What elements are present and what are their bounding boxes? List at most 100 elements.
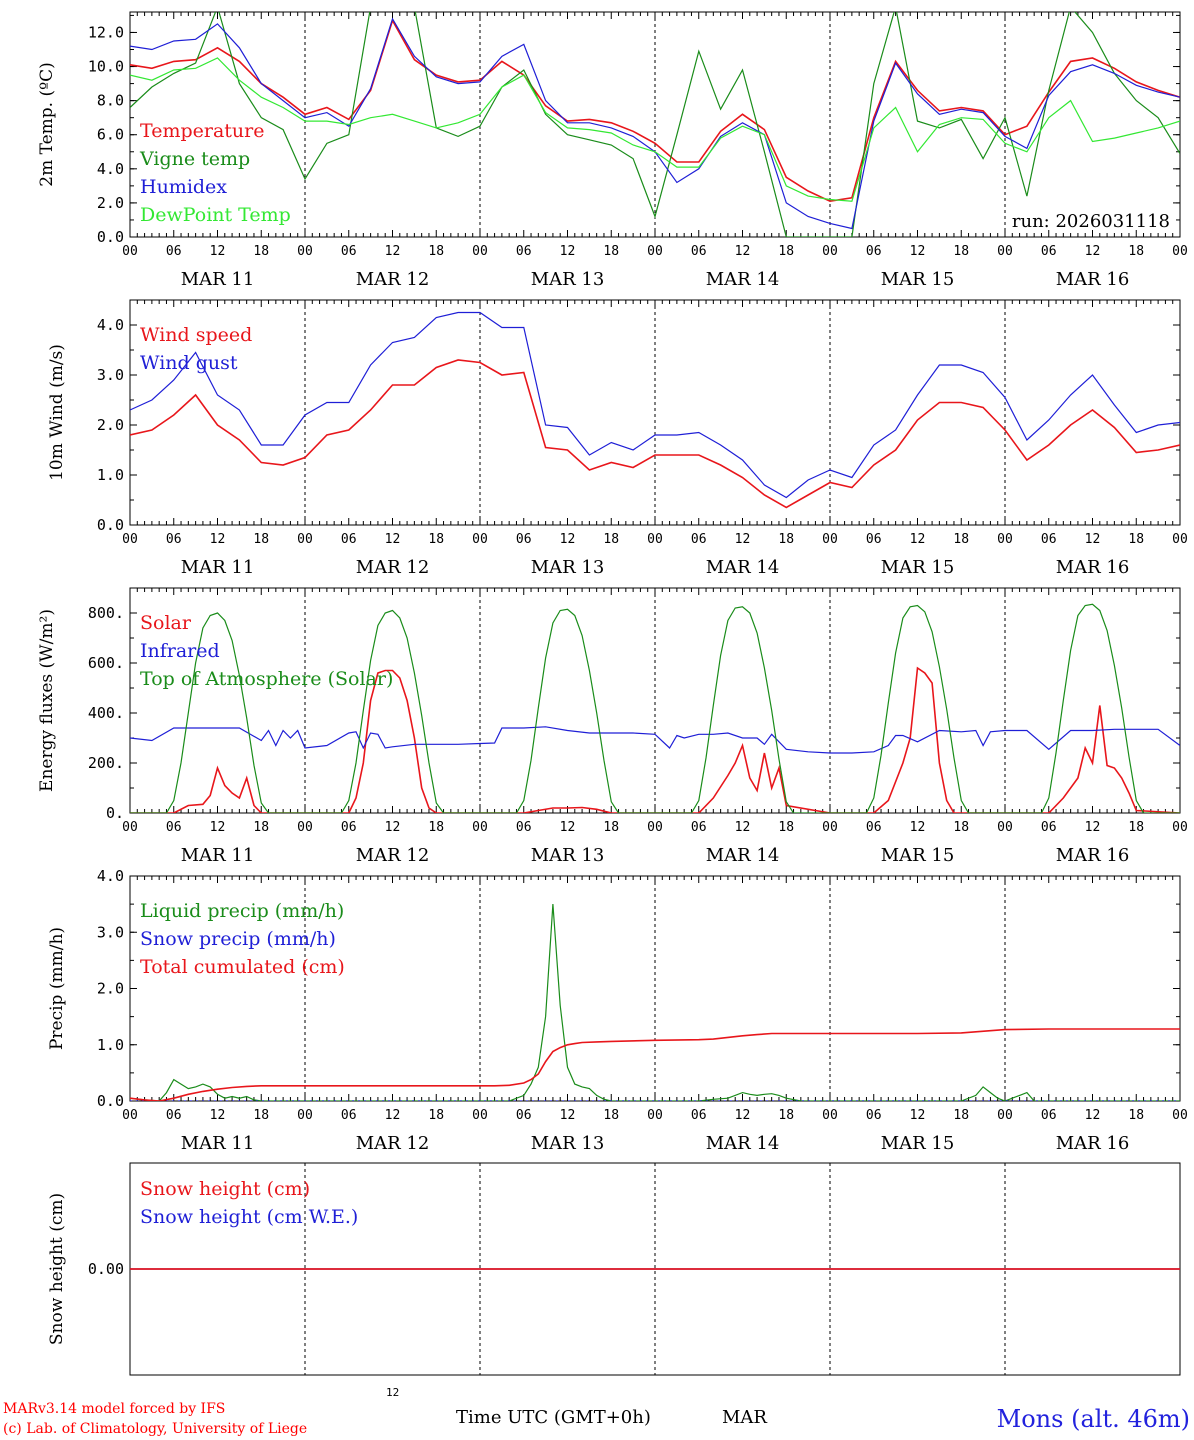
x-tick-label: 00 bbox=[122, 1108, 138, 1123]
x-tick-label: 12 bbox=[210, 820, 226, 835]
credit-line-2: (c) Lab. of Climatology, University of L… bbox=[3, 1421, 307, 1437]
x-tick-label: 12 bbox=[560, 532, 576, 547]
series-line-3 bbox=[130, 57, 1180, 202]
day-label: MAR 14 bbox=[706, 269, 780, 290]
x-tick-label: 00 bbox=[822, 532, 838, 547]
credit-line-1: MARv3.14 model forced by IFS bbox=[3, 1401, 225, 1417]
x-tick-label: 06 bbox=[166, 1108, 182, 1123]
x-tick-label: 00 bbox=[297, 820, 313, 835]
y-tick-label: 0.00 bbox=[88, 1260, 124, 1278]
day-label: MAR 12 bbox=[356, 269, 430, 290]
x-axis-month: MAR bbox=[722, 1407, 767, 1428]
x-tick-label: 12 bbox=[210, 532, 226, 547]
x-tick-label: 18 bbox=[953, 532, 969, 547]
y-axis-label: 2m Temp. (ºC) bbox=[37, 62, 57, 187]
x-tick-label: 06 bbox=[691, 244, 707, 259]
x-tick-label: 00 bbox=[997, 1108, 1013, 1123]
x-tick-label: 06 bbox=[516, 532, 532, 547]
x-tick-label: 00 bbox=[1172, 244, 1188, 259]
x-tick-label: 12 bbox=[910, 820, 926, 835]
y-tick-label: 4.0 bbox=[97, 867, 124, 885]
x-tick-label: 00 bbox=[997, 532, 1013, 547]
y-tick-label: 0.0 bbox=[97, 516, 124, 534]
x-tick-label: 18 bbox=[428, 532, 444, 547]
panel-4: 0.00 Snow height (cm) Snow height (cm) Snow… bbox=[47, 1162, 1181, 1376]
x-tick-label: 12 bbox=[735, 532, 751, 547]
x-tick-label: 12 bbox=[1085, 532, 1101, 547]
x-tick-label: 06 bbox=[166, 244, 182, 259]
legend-entry: Infrared bbox=[140, 640, 220, 662]
series-line-1 bbox=[130, 12, 1180, 237]
day-label: MAR 11 bbox=[181, 269, 255, 290]
x-tick-label: 06 bbox=[866, 532, 882, 547]
legend-entry: Vigne temp bbox=[139, 148, 250, 170]
day-label: MAR 12 bbox=[356, 845, 430, 866]
x-tick-label: 12 bbox=[735, 820, 751, 835]
x-tick-label: 12 bbox=[910, 532, 926, 547]
x-tick-label: 18 bbox=[1128, 532, 1144, 547]
x-tick-label: 06 bbox=[866, 1108, 882, 1123]
day-label: MAR 15 bbox=[881, 845, 955, 866]
legend-entry: Snow precip (mm/h) bbox=[140, 928, 336, 950]
x-tick-label: 18 bbox=[428, 1108, 444, 1123]
x-tick-label: 00 bbox=[647, 532, 663, 547]
x-tick-label: 18 bbox=[778, 1108, 794, 1123]
x-tick-label: 06 bbox=[341, 244, 357, 259]
x-tick-label: 12 bbox=[910, 244, 926, 259]
x-tick-label: 18 bbox=[953, 244, 969, 259]
x-tick-label: 06 bbox=[166, 820, 182, 835]
day-label: MAR 15 bbox=[881, 269, 955, 290]
x-tick-label: 00 bbox=[472, 820, 488, 835]
x-tick-label: 00 bbox=[297, 532, 313, 547]
x-tick-label: 18 bbox=[428, 244, 444, 259]
x-tick-label: 12 bbox=[1085, 244, 1101, 259]
day-label: MAR 16 bbox=[1056, 1133, 1130, 1154]
series-line-0 bbox=[130, 359, 1180, 509]
x-tick-label: 00 bbox=[472, 532, 488, 547]
day-label: MAR 13 bbox=[531, 557, 605, 578]
x-tick-label: 06 bbox=[1041, 532, 1057, 547]
y-tick-label: 0.0 bbox=[97, 228, 124, 246]
x-tick-label: 12 bbox=[385, 1108, 401, 1123]
day-label: MAR 11 bbox=[181, 1133, 255, 1154]
y-tick-label: 0.0 bbox=[97, 1092, 124, 1110]
x-tick-label: 00 bbox=[647, 244, 663, 259]
x-tick-label: 00 bbox=[647, 1108, 663, 1123]
day-label: MAR 14 bbox=[706, 1133, 780, 1154]
panel-0: 00 06 12 18 00 06 12 18 00 06 12 18 00 06 12 18 00 06 12 18… bbox=[37, 11, 1188, 290]
y-tick-label: 2.0 bbox=[97, 416, 124, 434]
legend-entry: Solar bbox=[140, 612, 192, 634]
day-label: MAR 14 bbox=[706, 557, 780, 578]
day-label: MAR 15 bbox=[881, 1133, 955, 1154]
x-tick-label: 18 bbox=[1128, 820, 1144, 835]
x-tick-label: 00 bbox=[297, 244, 313, 259]
panel-2: 00 06 12 18 00 06 12 18 00 06 12 18 00 06 12 18 00 06 12 18… bbox=[37, 587, 1188, 866]
x-tick-label: 12 bbox=[1085, 820, 1101, 835]
y-tick-label: 400. bbox=[88, 704, 124, 722]
day-label: MAR 16 bbox=[1056, 269, 1130, 290]
series-line-1 bbox=[130, 311, 1180, 499]
x-tick-label: 00 bbox=[822, 244, 838, 259]
panel-1: 00 06 12 18 00 06 12 18 00 06 12 18 00 06 12 18 00 06 12 18… bbox=[47, 299, 1188, 578]
day-label: MAR 13 bbox=[531, 269, 605, 290]
legend-entry: Wind gust bbox=[140, 352, 238, 374]
x-tick-label: 18 bbox=[253, 532, 269, 547]
y-axis-label: 10m Wind (m/s) bbox=[47, 344, 67, 481]
x-tick-label: 00 bbox=[122, 244, 138, 259]
x-tick-label: 12 bbox=[1085, 1108, 1101, 1123]
x-tick-label: 18 bbox=[778, 820, 794, 835]
legend-entry: Snow height (cm) bbox=[140, 1178, 310, 1200]
day-label: MAR 16 bbox=[1056, 845, 1130, 866]
day-label: MAR 15 bbox=[881, 557, 955, 578]
x-tick-label: 06 bbox=[866, 820, 882, 835]
x-tick-label: 06 bbox=[866, 244, 882, 259]
panel-frame bbox=[129, 587, 1181, 814]
x-tick-label: 18 bbox=[603, 1108, 619, 1123]
legend-entry: Snow height (cm W.E.) bbox=[140, 1206, 358, 1228]
legend-entry: DewPoint Temp bbox=[140, 204, 291, 226]
day-label: MAR 16 bbox=[1056, 557, 1130, 578]
day-label: MAR 12 bbox=[356, 557, 430, 578]
y-tick-label: 3.0 bbox=[97, 923, 124, 941]
x-tick-label: 18 bbox=[778, 244, 794, 259]
series-line-0 bbox=[130, 18, 1180, 203]
